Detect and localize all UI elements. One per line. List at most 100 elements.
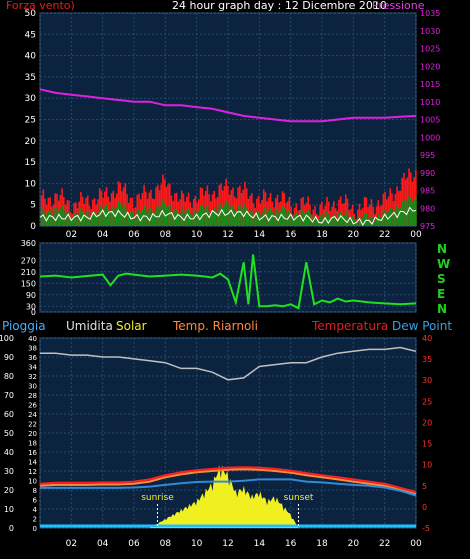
wind-avg-bar bbox=[186, 210, 188, 226]
wind-avg-bar bbox=[310, 218, 313, 226]
direction-label-n-top: N bbox=[437, 242, 448, 256]
wind-avg-bar bbox=[358, 215, 361, 226]
wind-avg-bar bbox=[235, 211, 238, 226]
wind-avg-bar bbox=[85, 211, 87, 226]
wind-avg-bar bbox=[314, 214, 316, 226]
wind-avg-bar bbox=[324, 216, 327, 226]
wind-avg-bar bbox=[319, 214, 321, 226]
wind-avg-bar bbox=[379, 216, 381, 226]
wind-avg-bar bbox=[365, 213, 368, 226]
legend-temperatura: Temperatura bbox=[312, 319, 389, 333]
wind-avg-bar bbox=[411, 202, 414, 226]
wind-axis-tick: 35 bbox=[25, 73, 36, 83]
direction-axis-tick: 0 bbox=[31, 308, 36, 317]
temp-x-tick: 14 bbox=[254, 539, 266, 549]
wind-avg-bar bbox=[225, 200, 227, 226]
wind-avg-bar bbox=[298, 215, 301, 226]
direction-axis-tick: 360 bbox=[21, 239, 36, 248]
wind-avg-bar bbox=[401, 201, 404, 226]
wind-avg-bar bbox=[230, 206, 233, 226]
wind-avg-bar bbox=[331, 216, 333, 226]
wind-avg-bar bbox=[211, 210, 214, 226]
pressure-axis-tick: 1025 bbox=[420, 45, 440, 54]
wind-avg-bar bbox=[165, 206, 168, 226]
wind-avg-bar bbox=[345, 210, 347, 226]
wind-avg-bar bbox=[242, 207, 245, 226]
wind-avg-bar bbox=[71, 217, 74, 226]
humidity-axis-tick: 20 bbox=[4, 486, 14, 495]
wind-gust-bar bbox=[167, 184, 169, 226]
rain-axis-tick: 14 bbox=[28, 459, 37, 467]
rain-axis-tick: 12 bbox=[28, 468, 37, 476]
wind-axis-label: Forza vento) bbox=[6, 0, 75, 12]
wind-avg-bar bbox=[196, 212, 198, 226]
wind-axis-tick: 5 bbox=[30, 201, 36, 211]
wind-avg-bar bbox=[264, 208, 267, 226]
temp-x-tick: 10 bbox=[191, 539, 203, 549]
temp-x-tick: 18 bbox=[316, 539, 328, 549]
wind-avg-bar bbox=[76, 215, 79, 226]
temp-axis-tick: 25 bbox=[422, 397, 432, 406]
wind-avg-bar bbox=[397, 208, 400, 226]
wind-avg-bar bbox=[293, 214, 296, 226]
wind-avg-bar bbox=[146, 212, 149, 226]
wind-avg-bar bbox=[182, 209, 185, 226]
wind-avg-bar bbox=[162, 200, 164, 226]
wind-gust-bar bbox=[360, 209, 362, 226]
humidity-axis-tick: 70 bbox=[4, 391, 14, 400]
wind-gust-bar bbox=[367, 207, 369, 226]
wind-avg-bar bbox=[245, 207, 248, 226]
wind-avg-bar bbox=[341, 215, 344, 226]
wind-avg-bar bbox=[215, 211, 217, 226]
wind-avg-bar bbox=[97, 211, 99, 226]
rain-axis-tick: 26 bbox=[28, 402, 37, 410]
wind-avg-bar bbox=[78, 212, 80, 226]
wind-avg-bar bbox=[221, 206, 224, 226]
wind-avg-bar bbox=[209, 213, 212, 226]
wind-avg-bar bbox=[86, 210, 89, 226]
wind-avg-bar bbox=[158, 208, 161, 226]
wind-avg-bar bbox=[151, 212, 154, 226]
wind-avg-bar bbox=[343, 214, 345, 226]
temp-x-tick: 00 bbox=[410, 539, 422, 549]
temp-axis-tick: 15 bbox=[422, 440, 432, 449]
pressure-axis-tick: 990 bbox=[420, 169, 435, 178]
wind-gust-bar bbox=[322, 209, 325, 226]
wind-avg-bar bbox=[283, 207, 286, 226]
wind-avg-bar bbox=[93, 211, 96, 226]
legend-temp-riarnoli: Temp. Riarnoli bbox=[173, 319, 258, 333]
wind-avg-bar bbox=[305, 212, 308, 226]
wind-avg-bar bbox=[40, 210, 43, 226]
wind-avg-bar bbox=[374, 221, 376, 226]
pressure-axis-tick: 1015 bbox=[420, 80, 440, 89]
wind-avg-bar bbox=[179, 212, 181, 226]
wind-avg-bar bbox=[100, 206, 103, 226]
humidity-axis-tick: 0 bbox=[9, 524, 14, 533]
wind-avg-bar bbox=[237, 205, 239, 226]
rain-axis-tick: 36 bbox=[28, 354, 37, 362]
rain-axis-tick: 38 bbox=[28, 345, 37, 353]
wind-avg-bar bbox=[110, 207, 113, 226]
humidity-axis-tick: 100 bbox=[0, 334, 14, 343]
annotation-sunrise-label: sunrise bbox=[141, 493, 174, 503]
wind-avg-bar bbox=[392, 213, 395, 226]
wind-axis-tick: 0 bbox=[30, 222, 36, 232]
pressure-axis-tick: 1005 bbox=[420, 116, 440, 125]
wind-avg-bar bbox=[199, 205, 202, 226]
humidity-axis-tick: 90 bbox=[4, 353, 14, 362]
direction-axis-tick: 150 bbox=[21, 279, 36, 288]
temperature-line bbox=[39, 466, 417, 494]
wind-avg-bar bbox=[259, 214, 262, 226]
wind-avg-bar bbox=[189, 212, 192, 226]
wind-gust-bar bbox=[362, 208, 364, 226]
wind-avg-bar bbox=[174, 209, 176, 226]
wind-avg-bar bbox=[119, 202, 122, 226]
pressure-axis-label: Pressione bbox=[372, 0, 425, 12]
wind-avg-bar bbox=[61, 205, 63, 226]
wind-avg-bar bbox=[290, 214, 292, 226]
temp-x-tick: 04 bbox=[97, 539, 109, 549]
pressure-axis-tick: 1020 bbox=[420, 62, 440, 71]
wind-avg-bar bbox=[239, 205, 241, 226]
wind-avg-bar bbox=[288, 209, 291, 226]
